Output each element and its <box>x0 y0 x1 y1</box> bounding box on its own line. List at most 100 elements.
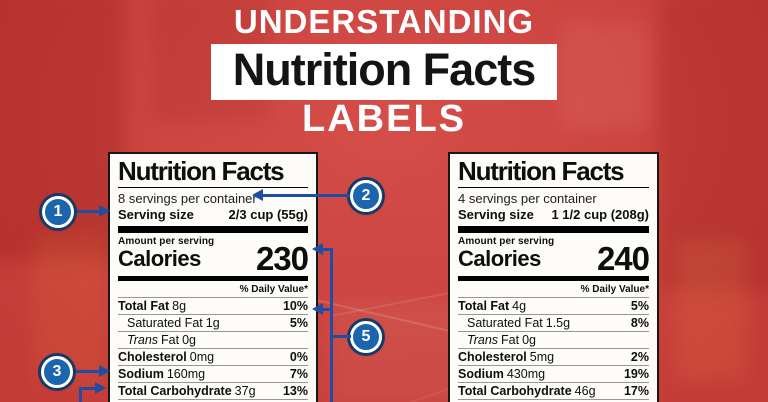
serving-size-value: 2/3 cup (55g) <box>228 207 308 223</box>
nutrient-name: Total Fat <box>458 299 510 314</box>
nutrient-row-total-fat: Total Fat 4g 5% <box>458 297 649 314</box>
nutrient-name: Total Carbohydrate <box>118 384 232 399</box>
background-product-blob <box>676 240 746 380</box>
callout-5-calories-arrow-icon <box>312 243 323 255</box>
calories-value: 230 <box>255 240 309 278</box>
nutrient-amount: 37g <box>234 384 256 399</box>
daily-value-percent: 2% <box>630 350 649 365</box>
callout-number: 1 <box>53 203 63 220</box>
callout-5-saturated-fat-arrow-icon <box>312 303 323 315</box>
daily-value-percent: 19% <box>623 367 649 382</box>
daily-value-percent: 0% <box>289 350 308 365</box>
callout-2-arrow-icon <box>252 189 263 201</box>
background-shelf-blob <box>660 0 768 290</box>
callout-circle-3: 3 <box>41 356 73 388</box>
nutrient-amount: 1g <box>205 316 220 331</box>
nutrient-name: Cholesterol <box>458 350 527 365</box>
amount-per-serving: Amount per serving <box>118 236 215 248</box>
nutrient-amount: 4g <box>512 299 527 314</box>
header-nutrition-facts: Nutrition Facts <box>232 43 537 95</box>
daily-value-percent: 8% <box>630 316 649 331</box>
nutrient-prefix: Trans <box>127 333 159 348</box>
nutrition-label-right: Nutrition Facts 4 servings per container… <box>448 152 659 402</box>
callout-circle-1: 1 <box>42 196 74 228</box>
header-labels: LABELS <box>302 98 466 141</box>
callout-2-line <box>262 194 350 197</box>
callout-4-elbow-vertical-line <box>79 390 82 402</box>
daily-value-percent: 13% <box>282 384 308 399</box>
serving-size-label: Serving size <box>458 207 534 223</box>
nutrient-row-total-fat: Total Fat 8g 10% <box>118 297 308 314</box>
callout-5-saturated-fat-line <box>321 308 332 311</box>
nutrient-prefix: Trans <box>467 333 499 348</box>
callout-number: 5 <box>361 328 371 345</box>
calories-row: Calories 230 <box>118 240 309 278</box>
medium-divider-bar <box>458 276 649 282</box>
header-understanding: UNDERSTANDING <box>233 3 535 40</box>
nutrient-row-total-carbohydrate: Total Carbohydrate 37g 13% <box>118 382 308 399</box>
nutrient-name: Saturated Fat <box>467 316 543 331</box>
daily-value-percent: 5% <box>630 299 649 314</box>
nutrient-name: Saturated Fat <box>127 316 203 331</box>
calories-label: Calories <box>118 246 201 272</box>
callout-1-line <box>77 210 101 213</box>
daily-value-header: % Daily Value* <box>580 284 649 296</box>
nutrient-amount: 160mg <box>166 367 206 382</box>
nutrient-row-sodium: Sodium 160mg 7% <box>118 365 308 382</box>
nutrient-name: Cholesterol <box>118 350 187 365</box>
header: UNDERSTANDING Nutrition Facts LABELS <box>0 2 768 140</box>
thick-divider-bar <box>118 226 308 234</box>
nutrient-amount: 0mg <box>189 350 215 365</box>
calories-label: Calories <box>458 246 541 272</box>
label-title: Nutrition Facts <box>118 157 308 189</box>
servings-per-container: 8 servings per container <box>118 191 257 207</box>
callout-4-elbow-horizontal-line <box>79 387 97 390</box>
background-shelf-blob <box>560 20 650 130</box>
callout-circle-5: 5 <box>350 321 382 353</box>
nutrient-amount: 1.5g <box>545 316 571 331</box>
callout-1-arrow-icon <box>99 205 110 217</box>
nutrient-row-cholesterol: Cholesterol 0mg 0% <box>118 348 308 365</box>
nutrient-row-trans-fat: Trans Fat 0g <box>458 331 649 348</box>
callout-circle-2: 2 <box>350 180 382 212</box>
nutrient-name: Sodium <box>458 367 504 382</box>
nutrient-name: Sodium <box>118 367 164 382</box>
servings-per-container: 4 servings per container <box>458 191 597 207</box>
daily-value-percent: 7% <box>289 367 308 382</box>
callout-3-line <box>76 370 101 373</box>
daily-value-header: % Daily Value* <box>239 284 308 296</box>
thick-divider-bar <box>458 226 649 234</box>
callout-number: 3 <box>52 363 62 380</box>
nutrient-row-saturated-fat: Saturated Fat 1.5g 8% <box>458 314 649 331</box>
nutrient-row-cholesterol: Cholesterol 5mg 2% <box>458 348 649 365</box>
amount-per-serving: Amount per serving <box>458 236 555 248</box>
nutrient-name: Fat <box>501 333 520 348</box>
callout-5-connector-line <box>330 335 351 338</box>
nutrient-name: Total Carbohydrate <box>458 384 572 399</box>
calories-row: Calories 240 <box>458 240 650 278</box>
nutrient-amount: 0g <box>522 333 536 348</box>
serving-size-label: Serving size <box>118 207 194 223</box>
nutrient-amount: 8g <box>172 299 187 314</box>
serving-size-value: 1 1/2 cup (208g) <box>551 207 649 223</box>
nutrient-amount: 5mg <box>529 350 555 365</box>
header-nutrition-facts-box: Nutrition Facts <box>210 43 558 101</box>
nutrient-amount: 0g <box>182 333 196 348</box>
callout-5-bracket-vertical-line <box>330 248 333 402</box>
callout-3-arrow-icon <box>99 365 110 377</box>
nutrient-row-saturated-fat: Saturated Fat 1g 5% <box>118 314 308 331</box>
nutrient-name: Total Fat <box>118 299 170 314</box>
nutrient-amount: 430mg <box>506 367 546 382</box>
callout-4-arrow-icon <box>95 382 106 394</box>
label-title: Nutrition Facts <box>458 157 649 189</box>
daily-value-percent: 17% <box>623 384 649 399</box>
nutrient-amount: 46g <box>574 384 596 399</box>
nutrient-row-total-carbohydrate: Total Carbohydrate 46g 17% <box>458 382 649 399</box>
callout-5-calories-line <box>321 248 332 251</box>
calories-value: 240 <box>596 240 650 278</box>
nutrition-label-left: Nutrition Facts 8 servings per container… <box>108 152 318 402</box>
serving-size-row: Serving size 2/3 cup (55g) <box>118 207 308 222</box>
medium-divider-bar <box>118 276 308 282</box>
daily-value-percent: 5% <box>289 316 308 331</box>
